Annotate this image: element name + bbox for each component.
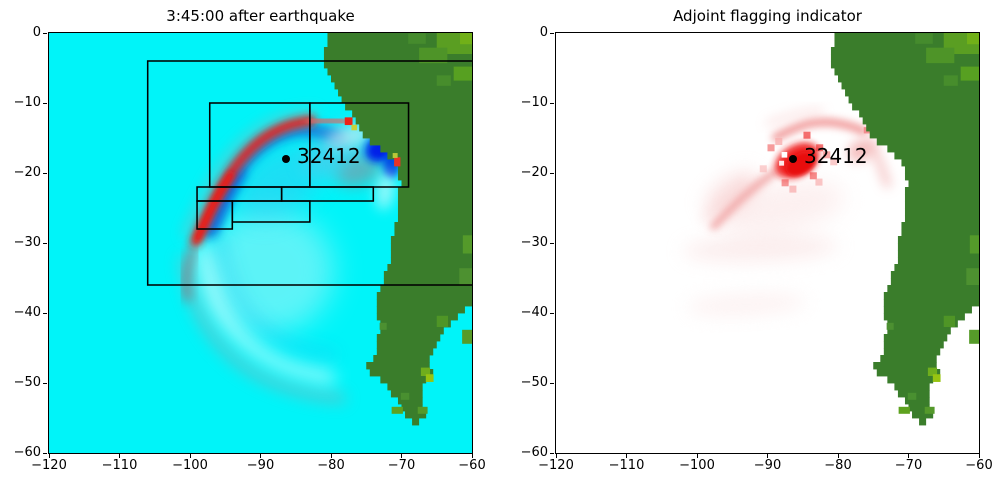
y-tick-label: −10 [520,95,548,110]
x-tick-mark [189,454,191,458]
right-plot-title: Adjoint flagging indicator [673,7,862,25]
x-tick-mark [401,454,402,458]
x-tick-mark [696,454,698,458]
x-tick-label: −90 [246,458,275,473]
y-tick-mark [550,452,554,454]
x-tick-label: −120 [31,458,67,473]
y-tick-mark [550,242,554,244]
x-tick-label: −120 [538,458,574,473]
right-plot: 32412 [556,33,979,453]
x-tick-label: −100 [172,458,208,473]
gauge-dot [789,155,797,163]
y-tick-label: −20 [13,165,41,180]
y-tick-mark [43,312,47,314]
x-tick-mark [330,454,332,458]
x-tick-mark [908,454,909,458]
x-tick-label: −70 [894,458,923,473]
y-tick-mark [43,382,47,384]
y-tick-label: −60 [520,445,548,460]
x-tick-label: −60 [458,458,486,473]
y-tick-mark [550,172,554,174]
y-tick-mark [550,382,554,384]
y-tick-mark [550,312,554,314]
y-tick-label: −50 [520,375,548,390]
x-tick-label: −60 [965,458,993,473]
left-plot-title: 3:45:00 after earthquake [166,7,355,25]
y-tick-label: 0 [32,25,41,40]
x-tick-mark [260,454,261,458]
x-tick-mark [119,454,120,458]
x-tick-label: −70 [387,458,416,473]
x-tick-label: −90 [753,458,782,473]
x-tick-mark [471,454,473,458]
x-tick-mark [837,454,839,458]
x-tick-mark [767,454,768,458]
y-tick-label: 0 [539,25,548,40]
y-tick-mark [43,172,47,174]
x-tick-label: −80 [317,458,345,473]
y-tick-mark [43,32,47,34]
x-tick-mark [555,454,557,458]
y-tick-label: −60 [13,445,41,460]
y-tick-label: −30 [13,235,41,250]
y-tick-label: −40 [13,305,41,320]
y-tick-label: −40 [520,305,548,320]
right-map-svg [556,33,979,453]
y-tick-label: −20 [520,165,548,180]
gauge-label: 32412 [804,144,868,168]
x-tick-label: −110 [608,458,645,473]
y-tick-label: −10 [13,95,41,110]
y-tick-mark [550,102,554,104]
gauge-dot [282,155,290,163]
gauge-label: 32412 [297,144,361,168]
x-tick-label: −80 [824,458,852,473]
y-tick-mark [43,242,47,244]
y-tick-mark [550,32,554,34]
x-tick-mark [48,454,50,458]
y-tick-mark [43,452,47,454]
x-tick-label: −110 [101,458,138,473]
y-tick-mark [43,102,47,104]
x-tick-label: −100 [679,458,715,473]
left-map-svg [49,33,472,453]
x-tick-mark [626,454,627,458]
left-plot: 32412 [49,33,472,453]
y-tick-label: −50 [13,375,41,390]
x-tick-mark [978,454,980,458]
y-tick-label: −30 [520,235,548,250]
